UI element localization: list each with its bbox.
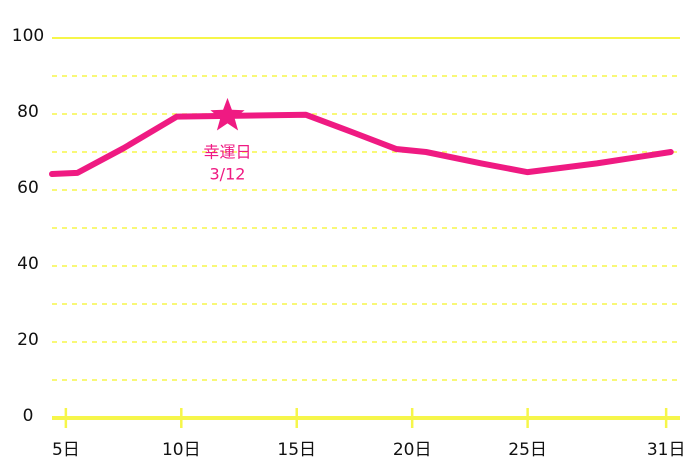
y-tick-label: 60 — [17, 178, 39, 198]
y-tick-label: 80 — [17, 102, 39, 122]
x-tick-label: 15日 — [277, 440, 316, 460]
x-tick-label: 25日 — [508, 440, 547, 460]
annotation-label: 3/12 — [210, 164, 246, 183]
y-tick-label: 20 — [17, 330, 39, 350]
y-tick-label: 40 — [17, 254, 39, 274]
lucky-day-star — [210, 97, 245, 131]
x-tick-label: 20日 — [393, 440, 432, 460]
x-tick-label: 31日 — [647, 440, 686, 460]
y-tick-label: 100 — [12, 26, 44, 46]
x-tick-label: 10日 — [162, 440, 201, 460]
x-tick-label: 5日 — [52, 440, 80, 460]
line-series — [49, 111, 674, 178]
annotation-label: 幸運日 — [203, 142, 251, 161]
y-tick-label: 0 — [23, 406, 34, 426]
